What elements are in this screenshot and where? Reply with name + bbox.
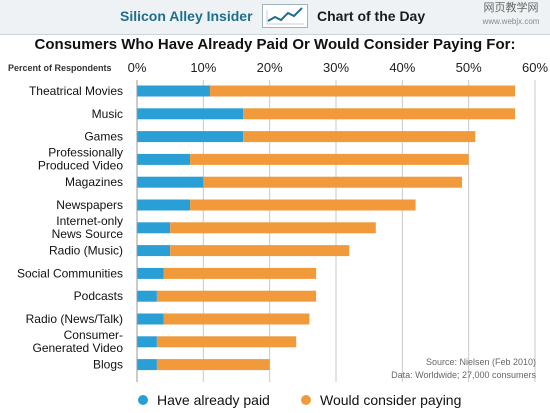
category-label: Podcasts: [74, 289, 123, 303]
data-note: Data: Worldwide; 27,000 consumers: [391, 370, 536, 380]
tick-label: 40%: [389, 60, 415, 75]
bar-already-paid: [137, 359, 157, 371]
tick-label: 20%: [257, 60, 283, 75]
bar-would-consider: [163, 313, 310, 325]
bar-would-consider: [170, 245, 350, 257]
category-label: Radio (News/Talk): [26, 312, 123, 326]
bar-already-paid: [137, 222, 171, 234]
feature-label: Chart of the Day: [317, 8, 426, 24]
category-label: Social Communities: [17, 266, 123, 280]
legend-marker: [138, 395, 148, 405]
header-bar: Silicon Alley Insider Chart of the Day 网…: [0, 0, 550, 35]
trend-chart-icon: [262, 4, 308, 28]
category-label-line: Produced Video: [38, 158, 124, 172]
axis-label: Percent of Respondents: [8, 63, 112, 73]
bar-already-paid: [137, 245, 171, 257]
category-label: Blogs: [93, 358, 123, 372]
category-label: Games: [84, 130, 123, 144]
category-label: Radio (Music): [49, 244, 123, 258]
bar-would-consider: [156, 290, 317, 302]
category-label: Magazines: [65, 175, 123, 189]
bar-already-paid: [137, 176, 204, 188]
bar-already-paid: [137, 108, 244, 120]
category-label-line: News Source: [52, 227, 124, 241]
category-label: Consumer-Generated Video: [32, 328, 123, 355]
bar-already-paid: [137, 131, 244, 143]
legend-marker: [301, 395, 311, 405]
category-label: Professionally Produced Video: [38, 145, 124, 172]
category-label-line: Consumer-: [64, 328, 123, 342]
chart-title: Consumers Who Have Already Paid Or Would…: [34, 36, 516, 53]
bar-would-consider: [243, 108, 516, 120]
category-label-line: Generated Video: [32, 341, 123, 355]
bar-would-consider: [190, 153, 469, 165]
bar-already-paid: [137, 199, 191, 211]
bar-already-paid: [137, 267, 164, 279]
category-label-line: Internet-only: [56, 214, 123, 228]
category-label: Internet-only News Source: [52, 214, 124, 241]
bar-would-consider: [156, 359, 270, 371]
bar-already-paid: [137, 290, 157, 302]
brand-name: Silicon Alley Insider: [120, 8, 253, 24]
tick-label: 0%: [128, 60, 147, 75]
bar-already-paid: [137, 336, 157, 348]
watermark-line-2: www.webjx.com: [482, 17, 540, 26]
bar-would-consider: [156, 336, 297, 348]
bar-already-paid: [137, 313, 164, 325]
watermark-line-1: 网页教学网: [483, 2, 539, 14]
tick-label: 60%: [522, 60, 548, 75]
category-label: Music: [92, 107, 123, 121]
bar-already-paid: [137, 85, 210, 97]
category-label: Newspapers: [56, 198, 123, 212]
source-note: Source: Nielsen (Feb 2010): [425, 357, 536, 367]
bar-would-consider: [190, 199, 416, 211]
bar-already-paid: [137, 153, 191, 165]
category-label-line: Professionally: [48, 145, 123, 159]
tick-label: 50%: [456, 60, 482, 75]
bar-would-consider: [170, 222, 376, 234]
category-label: Theatrical Movies: [29, 84, 123, 98]
tick-label: 10%: [190, 60, 216, 75]
bar-would-consider: [243, 131, 476, 143]
legend-label: Have already paid: [157, 392, 270, 408]
bar-would-consider: [163, 267, 317, 279]
watermark: 网页教学网 www.webjx.com: [476, 2, 546, 28]
bar-would-consider: [209, 85, 516, 97]
tick-label: 30%: [323, 60, 349, 75]
bar-would-consider: [203, 176, 463, 188]
legend-label: Would consider paying: [320, 392, 461, 408]
